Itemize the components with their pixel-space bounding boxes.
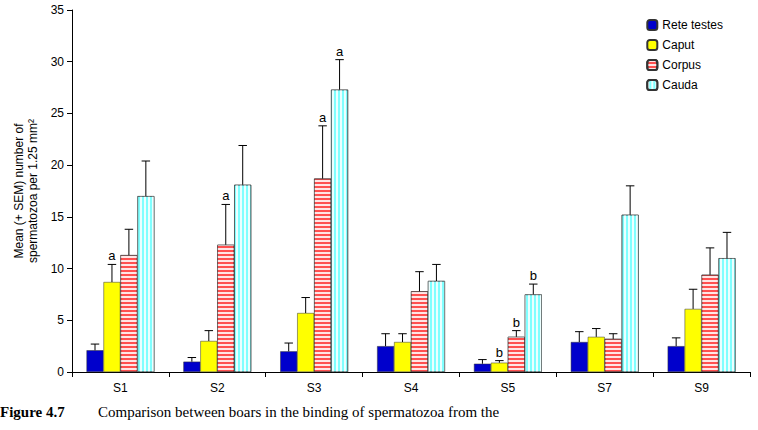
svg-text:15: 15	[51, 210, 65, 224]
svg-text:a: a	[319, 110, 327, 125]
svg-text:S2: S2	[210, 381, 225, 395]
svg-text:Mean (+ SEM) number of: Mean (+ SEM) number of	[12, 123, 26, 259]
svg-text:b: b	[496, 345, 503, 360]
svg-text:0: 0	[57, 365, 64, 379]
svg-text:Corpus: Corpus	[662, 58, 701, 72]
svg-text:5: 5	[57, 313, 64, 327]
svg-text:20: 20	[51, 158, 65, 172]
svg-text:Cauda: Cauda	[662, 78, 698, 92]
svg-text:S9: S9	[694, 381, 709, 395]
svg-text:Comparison between boars in th: Comparison between boars in the binding …	[98, 404, 499, 420]
svg-text:S7: S7	[597, 381, 612, 395]
svg-text:b: b	[530, 268, 537, 283]
svg-text:a: a	[222, 188, 230, 203]
svg-text:b: b	[513, 315, 520, 330]
svg-text:S1: S1	[113, 381, 128, 395]
svg-text:30: 30	[51, 55, 65, 69]
svg-text:S5: S5	[501, 381, 516, 395]
svg-text:S3: S3	[307, 381, 322, 395]
svg-text:a: a	[336, 44, 344, 59]
svg-text:Rete testes: Rete testes	[662, 18, 723, 32]
svg-text:35: 35	[51, 3, 65, 17]
svg-text:spermatozoa per 1.25 mm²: spermatozoa per 1.25 mm²	[26, 119, 40, 263]
svg-text:25: 25	[51, 106, 65, 120]
svg-text:a: a	[108, 248, 116, 263]
svg-text:Caput: Caput	[662, 38, 695, 52]
svg-text:Figure 4.7: Figure 4.7	[0, 404, 65, 420]
svg-text:10: 10	[51, 262, 65, 276]
svg-text:S4: S4	[404, 381, 419, 395]
